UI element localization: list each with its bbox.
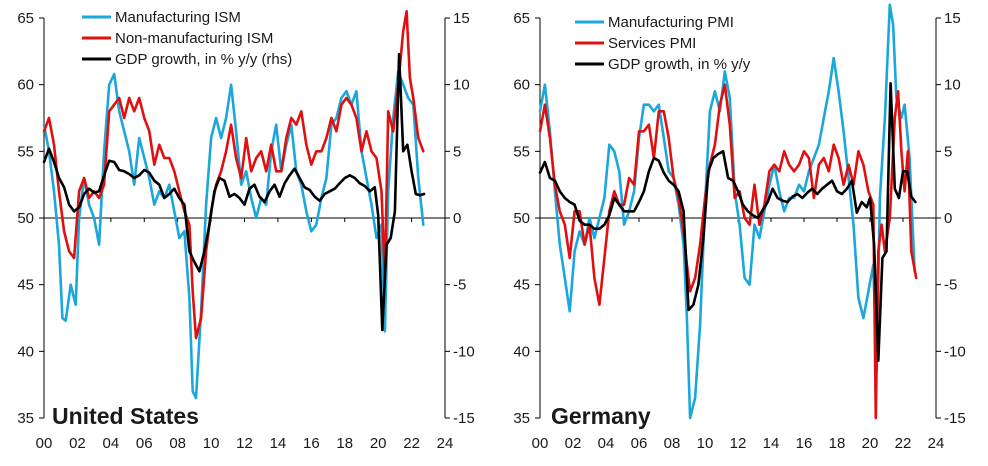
panel-title: United States [52,403,199,429]
right-tick-label: 5 [944,143,952,160]
legend-label: Services PMI [608,35,696,52]
left-tick-label: 35 [513,410,530,427]
legend-label: Non-manufacturing ISM [115,30,273,47]
x-tick-label: 06 [136,435,153,452]
x-tick-label: 10 [203,435,220,452]
x-tick-label: 00 [532,435,549,452]
x-tick-label: 24 [437,435,454,452]
right-tick-label: 10 [453,77,470,94]
x-tick-label: 16 [796,435,813,452]
x-tick-label: 04 [102,435,119,452]
x-tick-label: 20 [862,435,879,452]
left-tick-label: 60 [513,77,530,94]
right-tick-label: -5 [944,277,957,294]
left-tick-label: 55 [17,143,34,160]
panel-germany: 35 40 45 50 55 60 65 -15 -10 -5 0 5 10 15 00 02 04 06 08 10… [513,3,966,452]
left-tick-label: 45 [513,277,530,294]
legend-label: GDP growth, in % y/y (rhs) [115,51,292,68]
x-tick-label: 12 [730,435,747,452]
panel-united-states: 35 40 45 50 55 60 65 -15 -10 -5 0 5 10 15 00 02 04 06 08 10… [17,9,474,452]
x-tick-label: 24 [928,435,945,452]
left-tick-label: 65 [513,10,530,27]
left-tick-label: 60 [17,77,34,94]
right-tick-label: 0 [944,210,952,227]
panel-title: Germany [551,403,651,429]
x-tick-label: 14 [270,435,287,452]
x-tick-label: 14 [763,435,780,452]
left-tick-label: 35 [17,410,34,427]
x-tick-label: 02 [565,435,582,452]
x-tick-label: 00 [36,435,53,452]
right-tick-label: -15 [453,410,475,427]
left-tick-label: 50 [17,210,34,227]
legend-label: GDP growth, in % y/y [608,56,751,73]
x-tick-label: 06 [631,435,648,452]
x-tick-label: 18 [336,435,353,452]
x-tick-label: 08 [169,435,186,452]
series-line [42,70,425,400]
series-line [538,3,916,420]
left-tick-label: 40 [17,343,34,360]
series-line [42,52,426,332]
x-tick-label: 22 [895,435,912,452]
x-tick-label: 12 [236,435,253,452]
x-tick-label: 18 [829,435,846,452]
left-tick-label: 50 [513,210,530,227]
right-tick-label: 5 [453,143,461,160]
x-tick-label: 02 [69,435,86,452]
right-tick-label: -5 [453,277,466,294]
right-tick-label: -15 [944,410,966,427]
x-tick-label: 16 [303,435,320,452]
left-tick-label: 55 [513,143,530,160]
x-tick-label: 22 [403,435,420,452]
right-tick-label: 15 [944,10,961,27]
series-line [42,10,425,340]
x-tick-label: 08 [664,435,681,452]
x-tick-label: 10 [697,435,714,452]
right-tick-label: 15 [453,10,470,27]
x-tick-label: 04 [598,435,615,452]
legend-label: Manufacturing ISM [115,9,241,26]
series-line [538,82,917,363]
right-tick-label: -10 [453,343,475,360]
right-tick-label: 0 [453,210,461,227]
x-tick-label: 20 [370,435,387,452]
right-tick-label: -10 [944,343,966,360]
left-tick-label: 40 [513,343,530,360]
right-tick-label: 10 [944,77,961,94]
left-tick-label: 45 [17,277,34,294]
legend-label: Manufacturing PMI [608,14,734,31]
series-line [538,83,918,420]
left-tick-label: 65 [17,10,34,27]
